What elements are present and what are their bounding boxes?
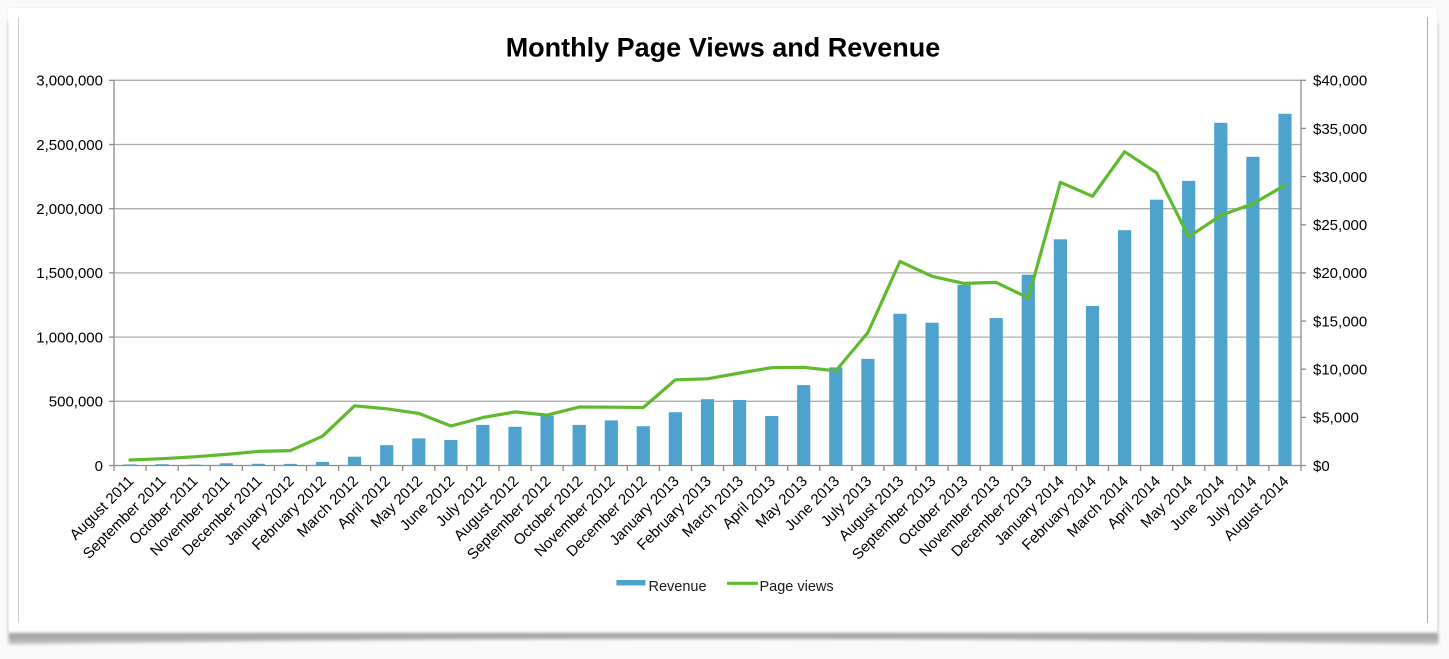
svg-text:Page views: Page views: [760, 579, 834, 595]
svg-text:2,000,000: 2,000,000: [36, 201, 103, 218]
svg-text:Monthly Page Views and Revenue: Monthly Page Views and Revenue: [506, 33, 941, 63]
svg-text:3,000,000: 3,000,000: [36, 73, 103, 90]
svg-text:0: 0: [95, 458, 103, 475]
svg-text:2,500,000: 2,500,000: [36, 137, 103, 154]
svg-text:1,500,000: 1,500,000: [36, 265, 103, 282]
svg-text:$30,000: $30,000: [1313, 169, 1367, 186]
svg-text:$5,000: $5,000: [1313, 410, 1359, 427]
svg-text:$20,000: $20,000: [1313, 265, 1367, 282]
svg-text:1,000,000: 1,000,000: [36, 329, 103, 346]
svg-text:$10,000: $10,000: [1313, 362, 1367, 379]
svg-text:500,000: 500,000: [49, 394, 103, 411]
svg-text:$0: $0: [1313, 458, 1330, 475]
svg-text:Revenue: Revenue: [649, 579, 707, 595]
svg-text:$40,000: $40,000: [1313, 73, 1367, 90]
svg-text:$35,000: $35,000: [1313, 121, 1367, 138]
svg-text:$15,000: $15,000: [1313, 313, 1367, 330]
svg-text:$25,000: $25,000: [1313, 217, 1367, 234]
